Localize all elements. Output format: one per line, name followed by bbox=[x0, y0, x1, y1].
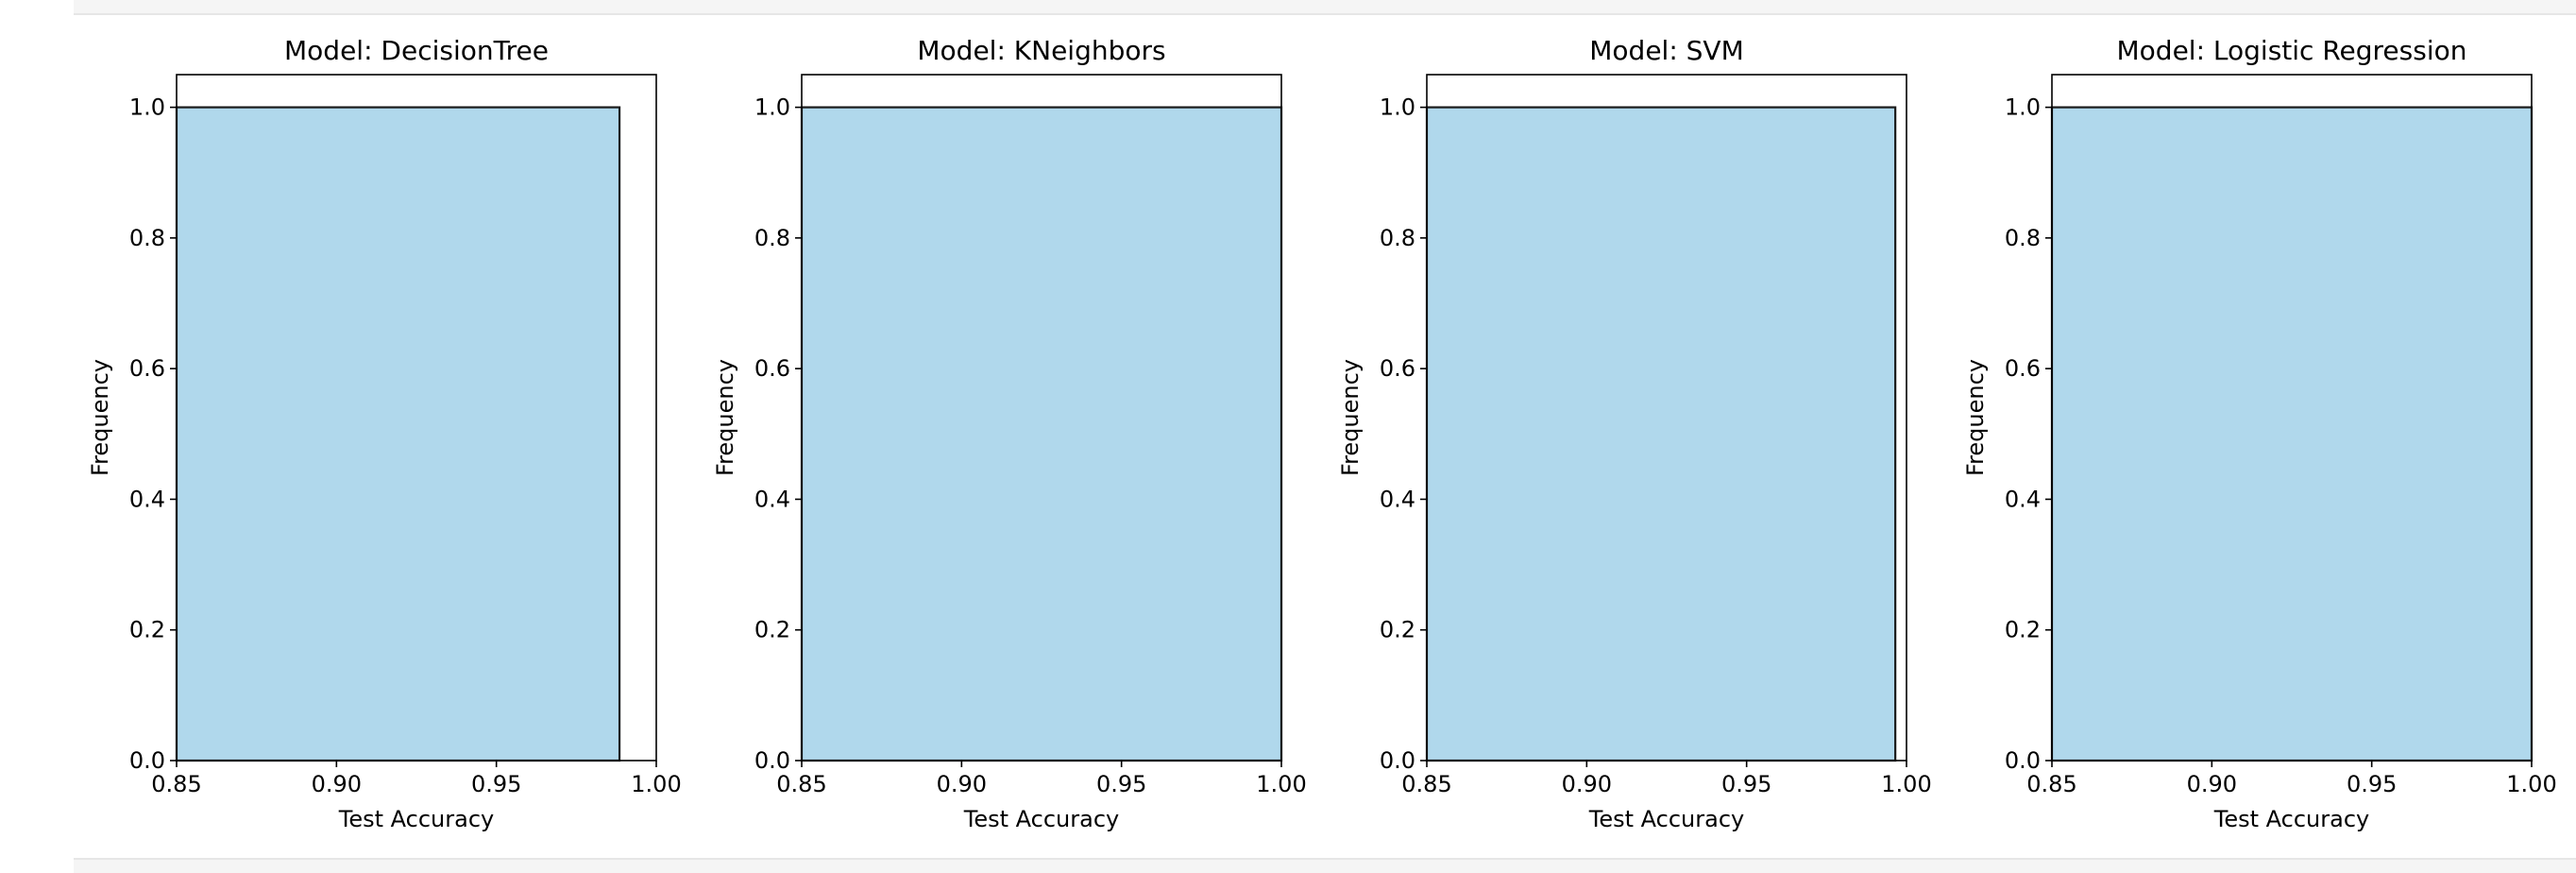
chart-title: Model: SVM bbox=[1589, 35, 1744, 66]
x-axis-label: Test Accuracy bbox=[338, 806, 494, 832]
chart-title: Model: KNeighbors bbox=[917, 35, 1165, 66]
y-tick-label: 1.0 bbox=[754, 94, 790, 121]
x-axis-label: Test Accuracy bbox=[963, 806, 1119, 832]
notebook-cell-bottom-border bbox=[74, 858, 2576, 873]
axes-frame bbox=[801, 74, 1282, 762]
x-axis-label: Test Accuracy bbox=[2213, 806, 2369, 832]
x-axis-label: Test Accuracy bbox=[1588, 806, 1744, 832]
y-tick-label: 0.4 bbox=[129, 486, 165, 512]
y-tick-label: 0.2 bbox=[2005, 617, 2041, 643]
y-tick-label: 0.8 bbox=[1380, 225, 1415, 251]
x-tick-label: 1.00 bbox=[2506, 771, 2556, 797]
y-tick-label: 0.0 bbox=[129, 747, 165, 774]
x-tick-label: 0.85 bbox=[151, 771, 201, 797]
x-tick-label: 0.95 bbox=[2347, 771, 2397, 797]
y-tick-label: 0.4 bbox=[754, 486, 790, 512]
x-tick-label: 0.90 bbox=[312, 771, 362, 797]
y-tick-label: 0.2 bbox=[1380, 617, 1415, 643]
chart-title: Model: Logistic Regression bbox=[2117, 35, 2467, 66]
histogram-bar bbox=[800, 106, 1283, 762]
x-tick-label: 0.90 bbox=[1562, 771, 1612, 797]
y-tick-label: 0.8 bbox=[2005, 225, 2041, 251]
y-tick-label: 0.6 bbox=[129, 355, 165, 382]
y-tick-label: 0.2 bbox=[754, 617, 790, 643]
y-tick-label: 0.4 bbox=[1380, 486, 1415, 512]
notebook-cell-top-border bbox=[74, 0, 2576, 15]
axes-frame bbox=[1426, 74, 1907, 762]
y-axis-label: Frequency bbox=[87, 359, 113, 476]
x-tick-label: 0.95 bbox=[1096, 771, 1146, 797]
y-tick-label: 0.6 bbox=[1380, 355, 1415, 382]
y-axis-label: Frequency bbox=[1962, 359, 1989, 476]
y-tick-label: 0.0 bbox=[1380, 747, 1415, 774]
y-tick-label: 0.8 bbox=[129, 225, 165, 251]
x-tick-label: 0.95 bbox=[471, 771, 521, 797]
x-tick-label: 1.00 bbox=[1881, 771, 1931, 797]
y-tick-label: 1.0 bbox=[129, 94, 165, 121]
axes-frame bbox=[176, 74, 657, 762]
x-tick-label: 0.85 bbox=[776, 771, 826, 797]
y-tick-label: 0.0 bbox=[754, 747, 790, 774]
y-tick-label: 0.8 bbox=[754, 225, 790, 251]
y-tick-label: 1.0 bbox=[2005, 94, 2041, 121]
histogram-bar bbox=[2050, 106, 2534, 762]
x-tick-label: 1.00 bbox=[1256, 771, 1306, 797]
y-tick-label: 1.0 bbox=[1380, 94, 1415, 121]
y-tick-label: 0.0 bbox=[2005, 747, 2041, 774]
axes-frame bbox=[2051, 74, 2533, 762]
y-axis-label: Frequency bbox=[712, 359, 738, 476]
y-tick-label: 0.6 bbox=[2005, 355, 2041, 382]
x-tick-label: 0.85 bbox=[1401, 771, 1451, 797]
y-tick-label: 0.6 bbox=[754, 355, 790, 382]
x-tick-label: 0.90 bbox=[2187, 771, 2237, 797]
y-tick-label: 0.2 bbox=[129, 617, 165, 643]
chart-title: Model: DecisionTree bbox=[284, 35, 549, 66]
x-tick-label: 1.00 bbox=[631, 771, 681, 797]
x-tick-label: 0.95 bbox=[1721, 771, 1771, 797]
x-tick-label: 0.85 bbox=[2026, 771, 2076, 797]
histogram-bar bbox=[175, 106, 621, 762]
x-tick-label: 0.90 bbox=[937, 771, 987, 797]
histogram-bar bbox=[1425, 106, 1897, 762]
y-axis-label: Frequency bbox=[1337, 359, 1364, 476]
y-tick-label: 0.4 bbox=[2005, 486, 2041, 512]
